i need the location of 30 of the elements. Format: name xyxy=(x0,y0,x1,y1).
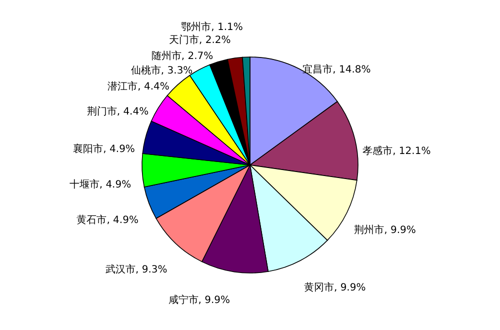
slice-label: 襄阳市 xyxy=(73,142,104,155)
slice-label: 咸宁市 xyxy=(168,294,198,306)
data-label: , 4.4% xyxy=(138,82,170,93)
data-label: , 4.9% xyxy=(106,215,138,226)
data-label: , 9.9% xyxy=(334,282,366,294)
data-label: , 9.9% xyxy=(198,294,230,306)
slice-label: 天门市 xyxy=(169,34,200,46)
slice-label: 潜江市 xyxy=(108,80,138,93)
slice-label: 荆门市 xyxy=(86,106,117,118)
data-label: , 4.9% xyxy=(99,180,132,191)
data-label: , 14.8% xyxy=(332,64,371,76)
data-label: , 4.4% xyxy=(116,106,149,118)
data-label: , 12.1% xyxy=(392,146,431,158)
data-label: , 1.1% xyxy=(211,22,243,34)
slice-label: 鄂州市 xyxy=(181,21,212,34)
slice-label: 十堰市 xyxy=(69,178,100,191)
slice-label: 随州市 xyxy=(151,50,182,62)
data-label: , 3.3% xyxy=(160,65,193,76)
slice-label: 黄石市 xyxy=(76,214,107,226)
data-label: , 2.7% xyxy=(181,51,214,62)
data-label: , 2.2% xyxy=(199,35,231,46)
slice-label: 武汉市 xyxy=(105,263,136,276)
slice-label: 黄冈市 xyxy=(304,282,334,294)
data-label: , 9.3% xyxy=(135,264,168,276)
slice-label: 荆州市 xyxy=(354,224,384,236)
slice-label: 仙桃市 xyxy=(130,64,161,76)
data-label: , 9.9% xyxy=(384,225,416,236)
slice-label: 孝感市 xyxy=(362,145,393,158)
slice-label: 宜昌市 xyxy=(302,64,333,76)
data-label: , 4.9% xyxy=(103,144,135,155)
